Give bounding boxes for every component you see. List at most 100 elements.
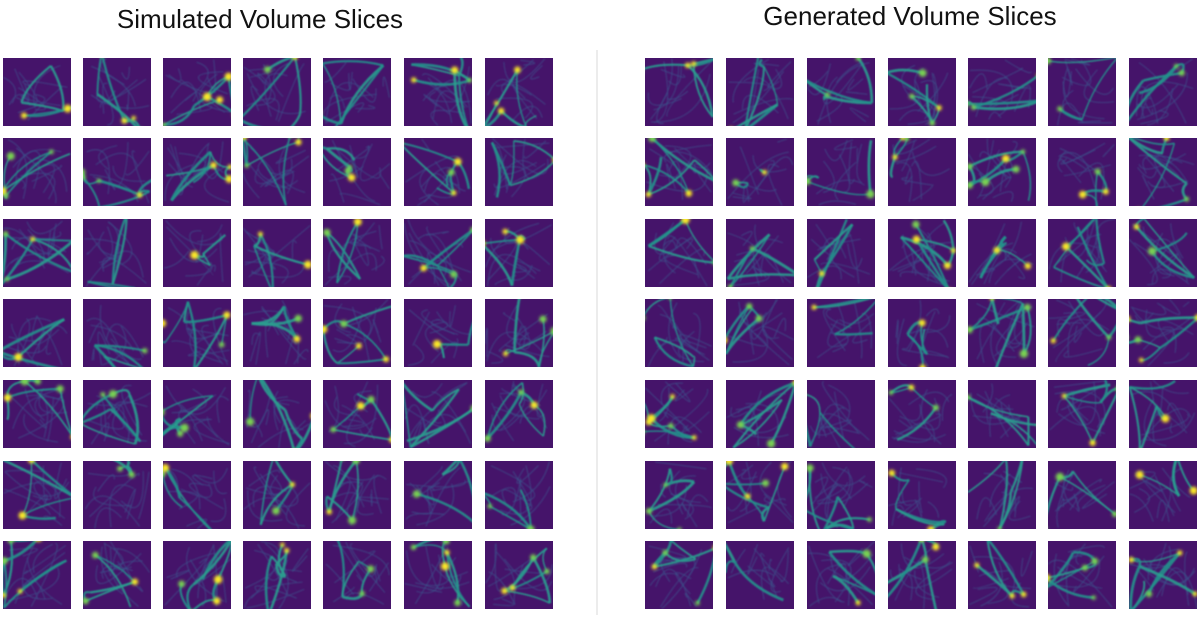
tile-bg	[1048, 58, 1116, 126]
knot	[806, 464, 814, 472]
knot	[737, 421, 744, 428]
slice-tile	[404, 299, 477, 367]
tile-bg	[485, 461, 553, 529]
knot	[1062, 394, 1067, 399]
knot	[922, 556, 929, 563]
knot	[1120, 333, 1128, 341]
knot	[1021, 149, 1026, 154]
knot	[494, 101, 498, 105]
knot	[516, 236, 524, 244]
slice-tile	[0, 533, 71, 609]
slice-tile	[1048, 292, 1121, 367]
knot	[487, 504, 492, 509]
filament	[1124, 319, 1126, 337]
knot	[348, 174, 356, 182]
knot	[1190, 487, 1198, 495]
knot	[867, 517, 872, 522]
panel-title: Generated Volume Slices	[763, 1, 1056, 31]
tile-bg	[83, 58, 151, 126]
knot	[1090, 440, 1096, 446]
tile-bg	[807, 380, 875, 448]
knot	[443, 538, 450, 545]
knots	[433, 340, 441, 348]
slice-tile	[1048, 380, 1123, 448]
knot	[18, 589, 23, 594]
knot	[936, 105, 941, 110]
knot	[454, 600, 461, 607]
knot	[190, 251, 198, 259]
knot	[340, 320, 347, 327]
slice-tile	[645, 461, 713, 532]
knot	[1095, 169, 1101, 175]
knot	[212, 531, 220, 539]
knot	[720, 336, 728, 344]
slice-tile	[396, 138, 472, 206]
filament	[11, 538, 39, 541]
knot	[855, 55, 861, 61]
slice-tile	[803, 138, 875, 206]
knot	[866, 190, 874, 198]
knot	[1036, 73, 1041, 78]
slice-tile	[645, 539, 719, 609]
slice-tile	[1129, 457, 1198, 529]
knot	[888, 470, 895, 477]
knot	[1062, 243, 1070, 251]
knot	[989, 295, 994, 300]
slice-tile	[243, 219, 312, 295]
slice-tile	[163, 539, 232, 615]
knot	[934, 611, 941, 615]
knot	[531, 402, 538, 409]
knot	[1044, 57, 1051, 64]
knot	[368, 396, 375, 403]
knot	[352, 456, 360, 464]
slice-tile	[1124, 134, 1197, 216]
knot	[1024, 304, 1031, 311]
knot	[0, 347, 2, 355]
knot	[5, 277, 10, 282]
knot	[668, 295, 672, 299]
knot	[646, 192, 651, 197]
knot	[471, 405, 478, 412]
knot	[668, 423, 674, 429]
knot	[1134, 224, 1140, 230]
knot	[1135, 208, 1143, 216]
knot	[121, 118, 127, 124]
knot	[246, 418, 254, 426]
knot	[178, 580, 185, 587]
knot	[1072, 292, 1077, 297]
knot	[216, 96, 223, 103]
slice-tile	[485, 541, 553, 609]
knot	[803, 178, 810, 185]
knot	[662, 550, 668, 556]
knot	[1013, 166, 1020, 173]
knot	[856, 450, 862, 456]
knot	[1025, 263, 1031, 269]
knot	[944, 262, 951, 269]
knot	[745, 493, 751, 499]
knot	[635, 66, 643, 74]
knot	[1137, 449, 1143, 455]
knot	[1105, 286, 1111, 292]
slice-tile	[0, 138, 71, 206]
knot	[444, 550, 449, 555]
knot	[158, 319, 166, 327]
knot	[919, 364, 926, 371]
slice-tile	[160, 461, 231, 539]
slice-tile	[162, 58, 241, 127]
knots	[552, 157, 558, 163]
knot	[750, 246, 755, 251]
knot	[797, 273, 803, 279]
knot	[357, 402, 365, 410]
knot	[189, 609, 194, 614]
knot	[1123, 315, 1130, 322]
knot	[272, 507, 280, 515]
knot	[97, 179, 101, 183]
filament	[872, 292, 881, 297]
knot	[0, 557, 8, 565]
knot	[918, 535, 924, 541]
knot	[1040, 526, 1048, 534]
slice-tile	[888, 299, 956, 371]
knot	[1163, 135, 1169, 141]
knot	[1037, 421, 1045, 429]
slice-tile	[888, 219, 956, 294]
